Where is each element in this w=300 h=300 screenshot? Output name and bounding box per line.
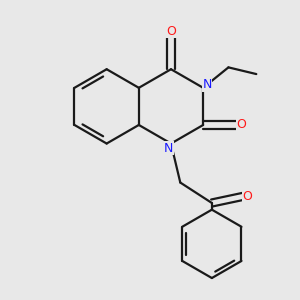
Text: N: N [202, 78, 212, 92]
Text: N: N [164, 142, 173, 154]
Text: O: O [166, 25, 176, 38]
Text: O: O [243, 190, 253, 203]
Text: O: O [237, 118, 247, 131]
